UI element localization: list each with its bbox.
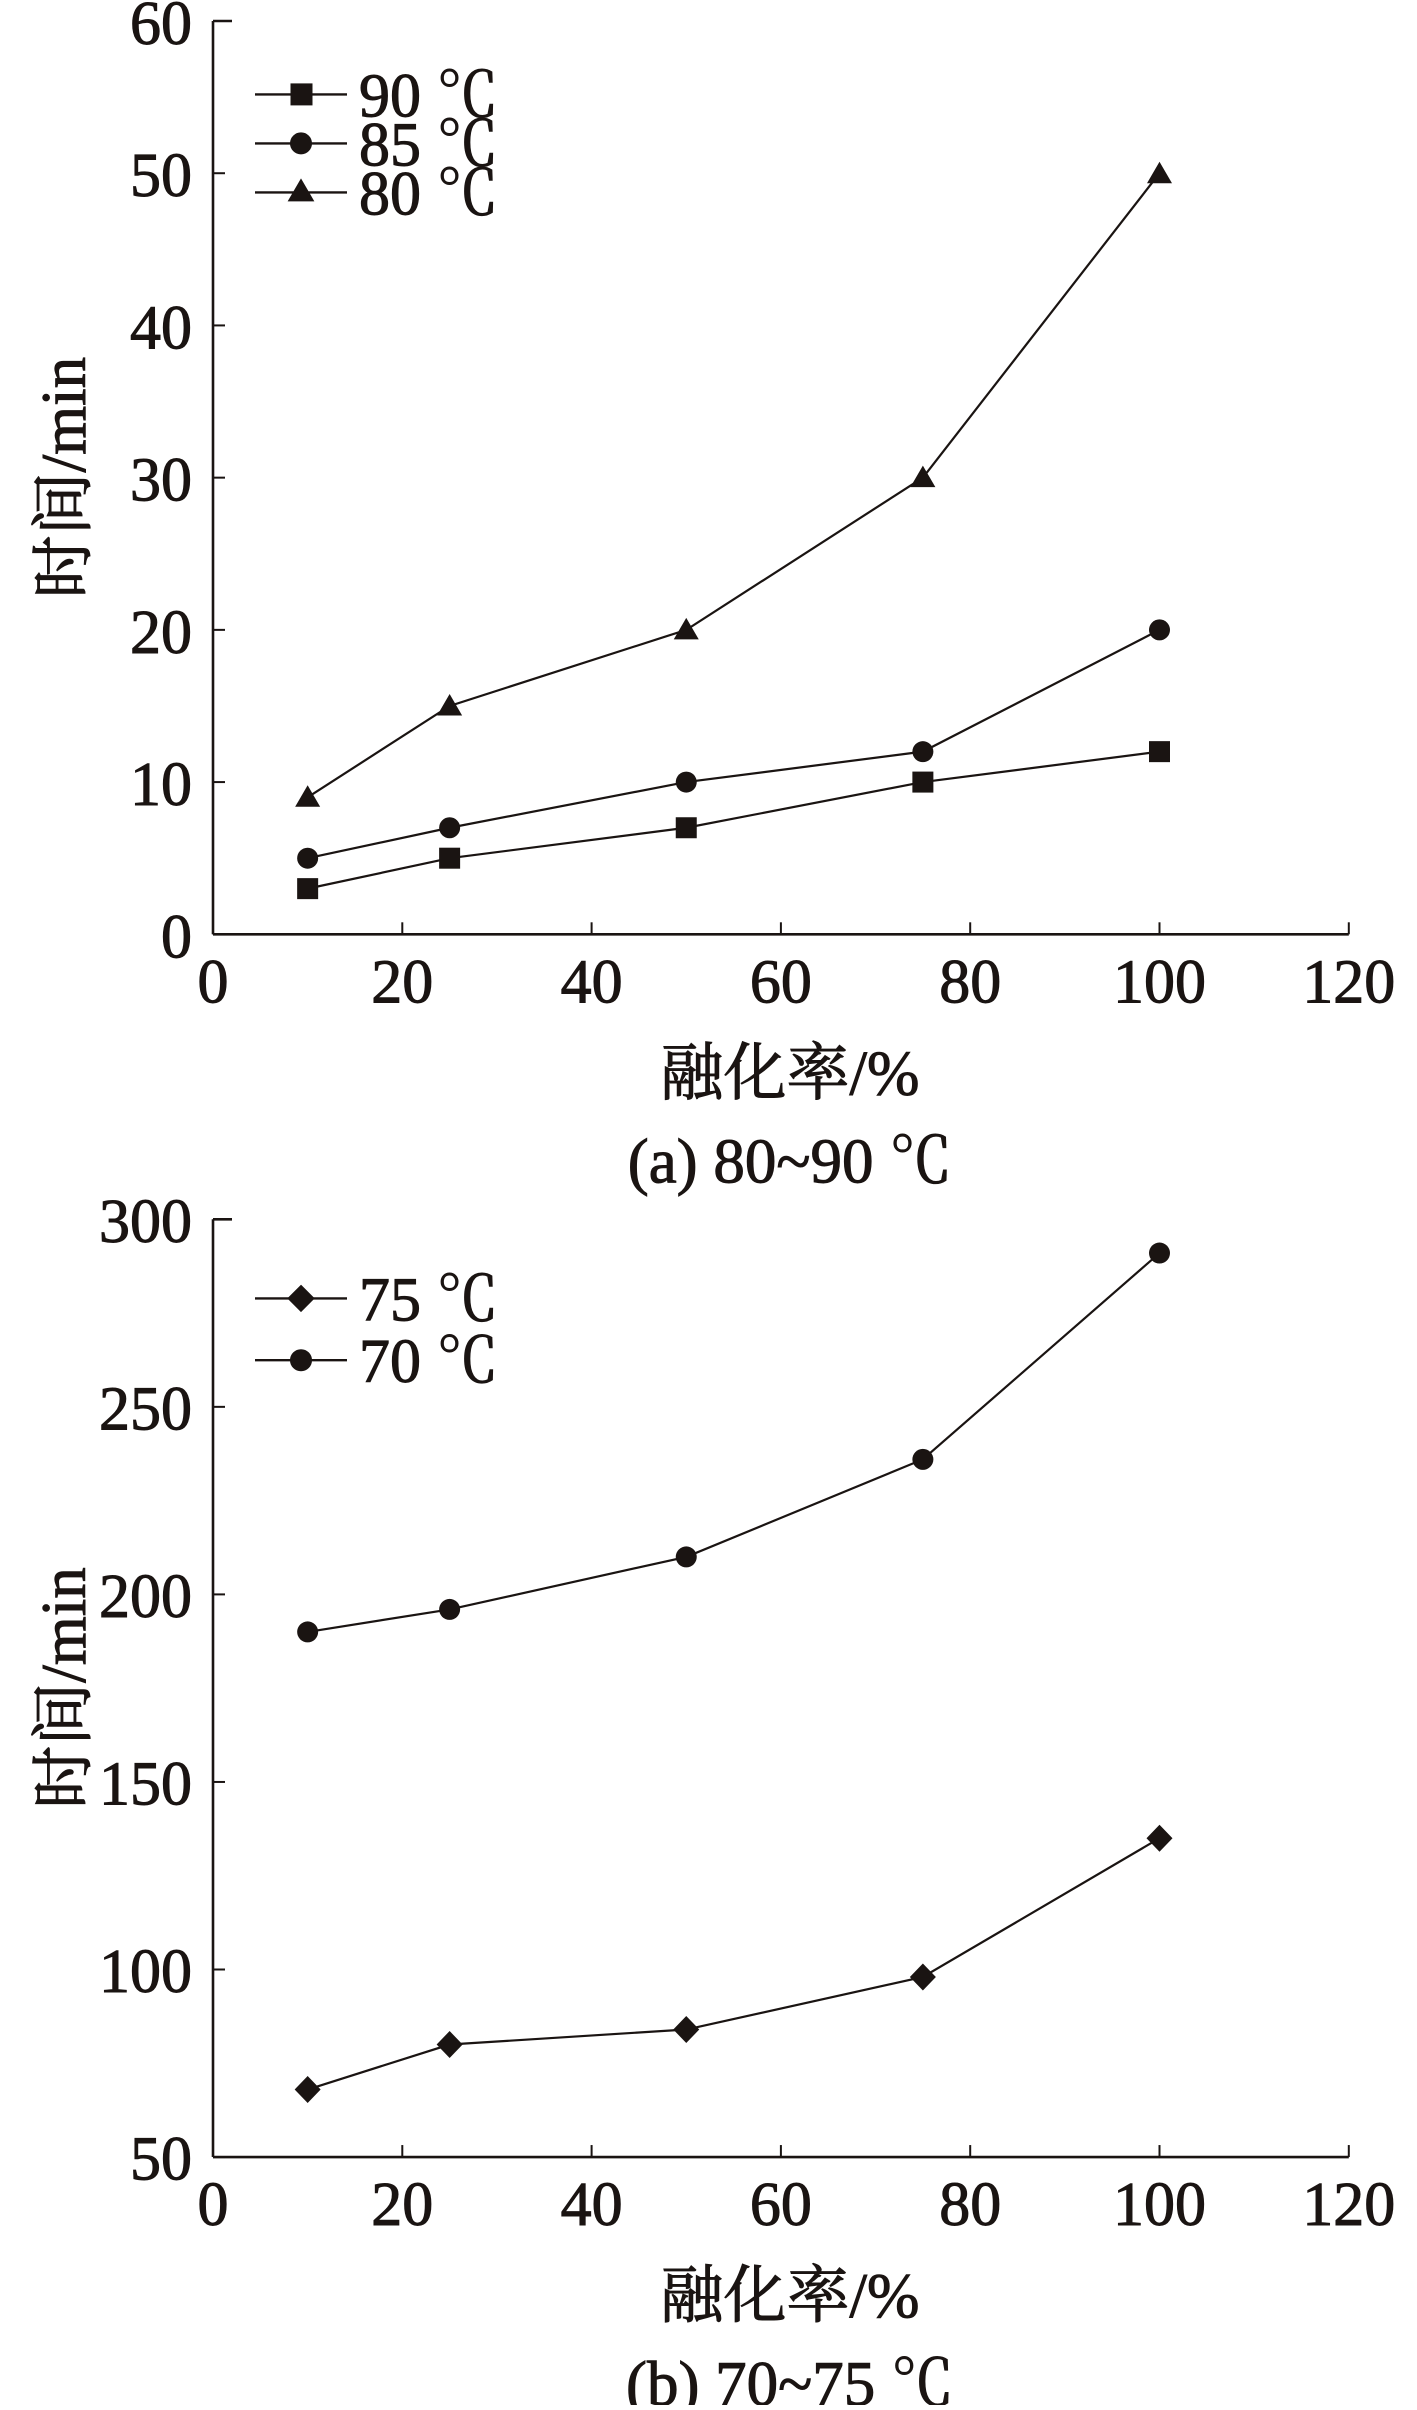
svg-text:0: 0 xyxy=(198,948,229,1016)
svg-text:10: 10 xyxy=(130,751,192,819)
svg-text:(a) 80~90 ℃: (a) 80~90 ℃ xyxy=(628,1126,953,1196)
svg-text:150: 150 xyxy=(99,1750,192,1818)
svg-text:0: 0 xyxy=(198,2171,229,2239)
svg-text:50: 50 xyxy=(130,142,192,210)
svg-text:80: 80 xyxy=(939,948,1001,1016)
svg-text:100: 100 xyxy=(1113,948,1206,1016)
svg-text:时间/min: 时间/min xyxy=(29,1567,99,1809)
svg-text:50: 50 xyxy=(130,2126,192,2194)
svg-text:120: 120 xyxy=(1302,2171,1395,2239)
svg-text:20: 20 xyxy=(371,948,433,1016)
svg-text:70 ℃: 70 ℃ xyxy=(359,1328,499,1396)
svg-text:300: 300 xyxy=(99,1188,192,1256)
svg-text:20: 20 xyxy=(130,599,192,667)
svg-text:30: 30 xyxy=(130,447,192,515)
svg-text:60: 60 xyxy=(130,0,192,58)
svg-text:融化率/%: 融化率/% xyxy=(661,2261,920,2331)
svg-text:(b) 70~75 ℃: (b) 70~75 ℃ xyxy=(626,2349,954,2405)
svg-text:80 ℃: 80 ℃ xyxy=(359,160,499,228)
svg-text:100: 100 xyxy=(1113,2171,1206,2239)
svg-text:75 ℃: 75 ℃ xyxy=(359,1266,499,1334)
svg-text:0: 0 xyxy=(161,903,192,971)
svg-text:时间/min: 时间/min xyxy=(29,357,99,599)
svg-text:20: 20 xyxy=(371,2171,433,2239)
svg-text:融化率/%: 融化率/% xyxy=(661,1038,920,1108)
svg-text:40: 40 xyxy=(561,2171,623,2239)
svg-text:40: 40 xyxy=(130,294,192,362)
svg-text:120: 120 xyxy=(1302,948,1395,1016)
svg-text:60: 60 xyxy=(750,948,812,1016)
svg-text:40: 40 xyxy=(561,948,623,1016)
svg-text:100: 100 xyxy=(99,1938,192,2006)
svg-text:200: 200 xyxy=(99,1563,192,1631)
svg-text:60: 60 xyxy=(750,2171,812,2239)
svg-text:250: 250 xyxy=(99,1375,192,1443)
svg-text:80: 80 xyxy=(939,2171,1001,2239)
